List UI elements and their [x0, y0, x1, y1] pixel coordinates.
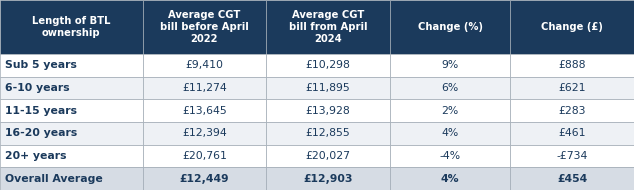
Text: 4%: 4%	[441, 128, 459, 138]
Bar	[266, 145, 390, 167]
Text: 20+ years: 20+ years	[5, 151, 67, 161]
Text: £11,274: £11,274	[182, 83, 227, 93]
Text: 4%: 4%	[441, 174, 460, 184]
Text: £11,895: £11,895	[306, 83, 351, 93]
Text: £20,027: £20,027	[306, 151, 351, 161]
Text: 11-15 years: 11-15 years	[5, 106, 77, 116]
Text: 2%: 2%	[441, 106, 459, 116]
Text: -4%: -4%	[439, 151, 461, 161]
Bar	[266, 99, 390, 122]
Text: Length of BTL
ownership: Length of BTL ownership	[32, 16, 110, 38]
Bar	[510, 99, 634, 122]
Bar	[143, 167, 266, 190]
Text: 9%: 9%	[441, 60, 459, 70]
Bar	[390, 167, 510, 190]
Text: -£734: -£734	[557, 151, 588, 161]
Bar	[143, 54, 266, 77]
Text: Change (%): Change (%)	[418, 22, 482, 32]
Text: £9,410: £9,410	[186, 60, 223, 70]
Bar	[510, 122, 634, 145]
Text: £454: £454	[557, 174, 587, 184]
Text: £13,645: £13,645	[182, 106, 227, 116]
Bar	[510, 167, 634, 190]
Text: £12,449: £12,449	[179, 174, 230, 184]
Bar	[510, 77, 634, 99]
Bar	[390, 99, 510, 122]
Text: Overall Average: Overall Average	[5, 174, 103, 184]
Bar	[143, 145, 266, 167]
Bar	[510, 0, 634, 54]
Bar	[0, 122, 143, 145]
Text: £12,855: £12,855	[306, 128, 351, 138]
Bar	[0, 99, 143, 122]
Bar	[0, 77, 143, 99]
Bar	[510, 54, 634, 77]
Bar	[0, 145, 143, 167]
Bar	[143, 77, 266, 99]
Text: £888: £888	[559, 60, 586, 70]
Bar	[0, 167, 143, 190]
Bar	[143, 0, 266, 54]
Bar	[390, 145, 510, 167]
Text: £621: £621	[559, 83, 586, 93]
Text: £283: £283	[559, 106, 586, 116]
Text: 16-20 years: 16-20 years	[5, 128, 77, 138]
Bar	[0, 54, 143, 77]
Text: Average CGT
bill from April
2024: Average CGT bill from April 2024	[289, 10, 367, 44]
Bar	[390, 122, 510, 145]
Text: £12,394: £12,394	[182, 128, 227, 138]
Bar	[390, 77, 510, 99]
Bar	[266, 0, 390, 54]
Bar	[266, 54, 390, 77]
Text: £10,298: £10,298	[306, 60, 351, 70]
Bar	[266, 77, 390, 99]
Bar	[390, 0, 510, 54]
Text: £461: £461	[559, 128, 586, 138]
Text: Change (£): Change (£)	[541, 22, 603, 32]
Text: £13,928: £13,928	[306, 106, 351, 116]
Text: Sub 5 years: Sub 5 years	[5, 60, 77, 70]
Bar	[266, 167, 390, 190]
Text: 6-10 years: 6-10 years	[5, 83, 70, 93]
Bar	[510, 145, 634, 167]
Bar	[390, 54, 510, 77]
Bar	[266, 122, 390, 145]
Text: £20,761: £20,761	[182, 151, 227, 161]
Text: Average CGT
bill before April
2022: Average CGT bill before April 2022	[160, 10, 249, 44]
Text: £12,903: £12,903	[303, 174, 353, 184]
Bar	[143, 99, 266, 122]
Text: 6%: 6%	[441, 83, 459, 93]
Bar	[0, 0, 143, 54]
Bar	[143, 122, 266, 145]
